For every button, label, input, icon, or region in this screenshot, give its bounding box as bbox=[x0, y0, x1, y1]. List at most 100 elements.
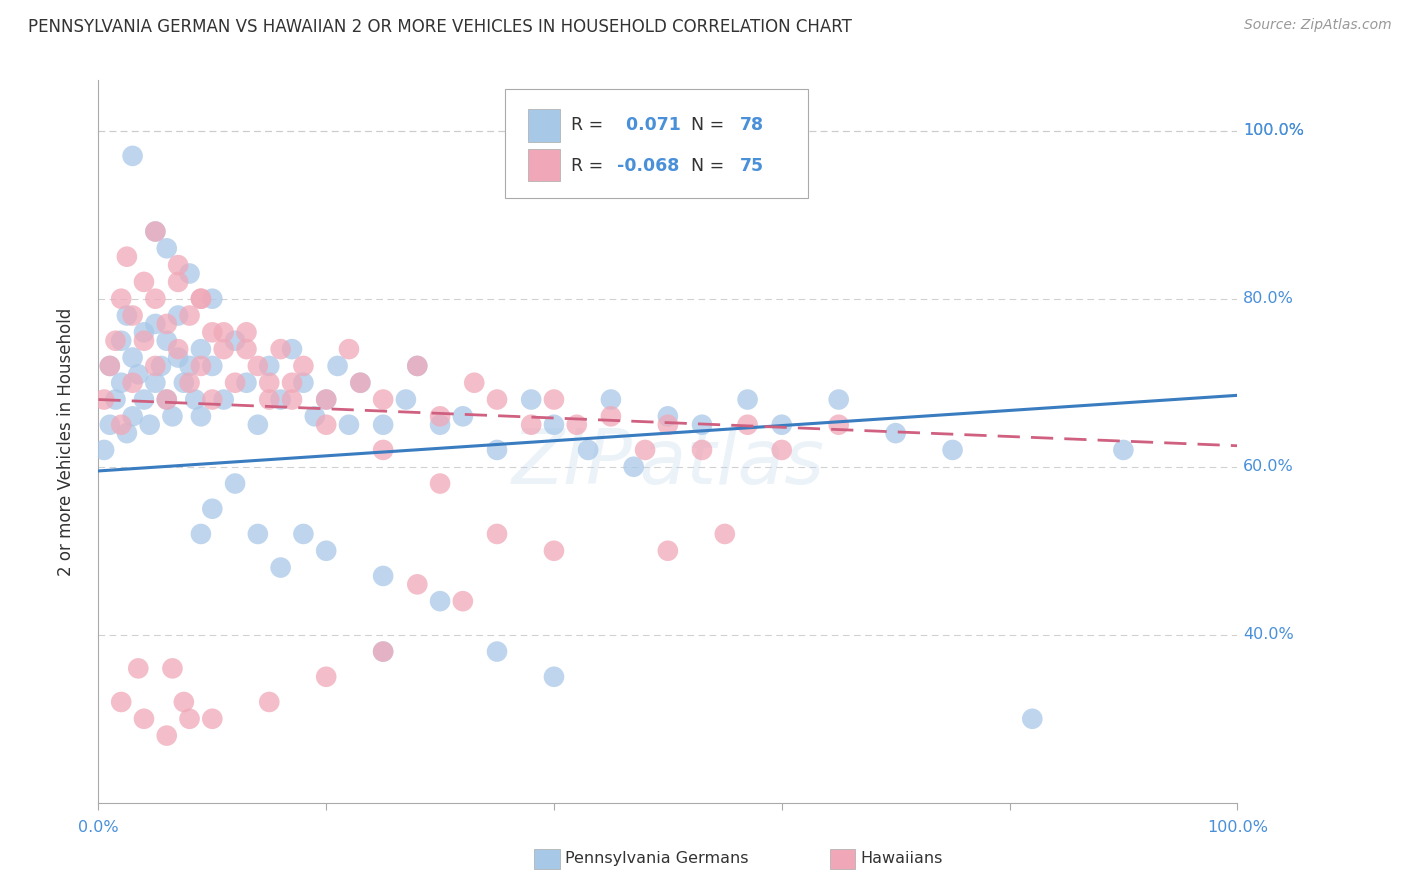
Point bbox=[714, 527, 737, 541]
Point bbox=[884, 426, 907, 441]
Point bbox=[167, 275, 190, 289]
FancyBboxPatch shape bbox=[505, 89, 808, 198]
Point bbox=[127, 661, 149, 675]
Point bbox=[201, 359, 224, 373]
Point bbox=[156, 729, 179, 743]
Text: 80.0%: 80.0% bbox=[1243, 291, 1294, 306]
Text: 100.0%: 100.0% bbox=[1243, 123, 1303, 138]
Point bbox=[1021, 712, 1043, 726]
Point bbox=[270, 392, 292, 407]
Point bbox=[104, 392, 127, 407]
Point bbox=[315, 670, 337, 684]
Point bbox=[292, 376, 315, 390]
Point bbox=[600, 409, 623, 424]
Point bbox=[132, 334, 155, 348]
Point bbox=[406, 577, 429, 591]
Point bbox=[121, 351, 143, 365]
Point bbox=[292, 359, 315, 373]
Text: 78: 78 bbox=[740, 116, 763, 134]
Text: PENNSYLVANIA GERMAN VS HAWAIIAN 2 OR MORE VEHICLES IN HOUSEHOLD CORRELATION CHAR: PENNSYLVANIA GERMAN VS HAWAIIAN 2 OR MOR… bbox=[28, 18, 852, 36]
Point bbox=[110, 292, 132, 306]
Y-axis label: 2 or more Vehicles in Household: 2 or more Vehicles in Household bbox=[56, 308, 75, 575]
Point bbox=[259, 392, 281, 407]
Point bbox=[304, 409, 326, 424]
Point bbox=[246, 359, 269, 373]
Point bbox=[201, 326, 224, 340]
Point bbox=[235, 376, 257, 390]
Point bbox=[349, 376, 371, 390]
Point bbox=[190, 292, 212, 306]
Text: -0.068: -0.068 bbox=[617, 156, 679, 175]
Point bbox=[520, 392, 543, 407]
Point bbox=[121, 309, 143, 323]
Point bbox=[281, 376, 304, 390]
Point bbox=[600, 392, 623, 407]
Point bbox=[212, 392, 235, 407]
Text: 0.071: 0.071 bbox=[620, 116, 681, 134]
Point bbox=[737, 392, 759, 407]
Point bbox=[395, 392, 418, 407]
Point bbox=[770, 442, 793, 457]
Point bbox=[115, 426, 138, 441]
Point bbox=[201, 292, 224, 306]
Point bbox=[201, 501, 224, 516]
Point bbox=[173, 695, 195, 709]
Point bbox=[349, 376, 371, 390]
Point bbox=[690, 417, 713, 432]
Point bbox=[162, 661, 184, 675]
Point bbox=[93, 442, 115, 457]
Point bbox=[520, 417, 543, 432]
Text: Hawaiians: Hawaiians bbox=[860, 851, 943, 865]
Point bbox=[156, 392, 179, 407]
FancyBboxPatch shape bbox=[527, 109, 560, 142]
Point bbox=[224, 476, 246, 491]
Point bbox=[110, 695, 132, 709]
Point bbox=[145, 376, 167, 390]
Point bbox=[138, 417, 160, 432]
Point bbox=[179, 712, 201, 726]
Point bbox=[98, 417, 121, 432]
Text: 100.0%: 100.0% bbox=[1243, 123, 1303, 138]
Text: R =: R = bbox=[571, 116, 603, 134]
Text: ZIP atlas: ZIP atlas bbox=[512, 426, 824, 500]
Text: Source: ZipAtlas.com: Source: ZipAtlas.com bbox=[1244, 18, 1392, 32]
Point bbox=[315, 543, 337, 558]
Point bbox=[1112, 442, 1135, 457]
Point bbox=[212, 326, 235, 340]
Point bbox=[190, 342, 212, 356]
Point bbox=[486, 442, 509, 457]
Point bbox=[942, 442, 965, 457]
Point bbox=[326, 359, 349, 373]
Point bbox=[145, 225, 167, 239]
Point bbox=[690, 442, 713, 457]
Point bbox=[121, 149, 143, 163]
Point bbox=[406, 359, 429, 373]
Point bbox=[167, 351, 190, 365]
Point bbox=[98, 359, 121, 373]
Point bbox=[246, 527, 269, 541]
Point bbox=[623, 459, 645, 474]
Point bbox=[292, 527, 315, 541]
Point bbox=[281, 392, 304, 407]
Point bbox=[98, 359, 121, 373]
Point bbox=[145, 225, 167, 239]
Point bbox=[451, 409, 474, 424]
Point bbox=[179, 376, 201, 390]
Point bbox=[565, 417, 588, 432]
Point bbox=[212, 342, 235, 356]
Point bbox=[156, 334, 179, 348]
Point bbox=[315, 392, 337, 407]
Point bbox=[486, 392, 509, 407]
Point bbox=[315, 392, 337, 407]
Point bbox=[132, 275, 155, 289]
Point bbox=[190, 292, 212, 306]
Point bbox=[167, 258, 190, 272]
Point bbox=[371, 417, 394, 432]
Point bbox=[156, 317, 179, 331]
Point bbox=[110, 417, 132, 432]
Point bbox=[657, 409, 679, 424]
Point bbox=[167, 342, 190, 356]
Point bbox=[93, 392, 115, 407]
Point bbox=[429, 476, 451, 491]
Point bbox=[190, 527, 212, 541]
